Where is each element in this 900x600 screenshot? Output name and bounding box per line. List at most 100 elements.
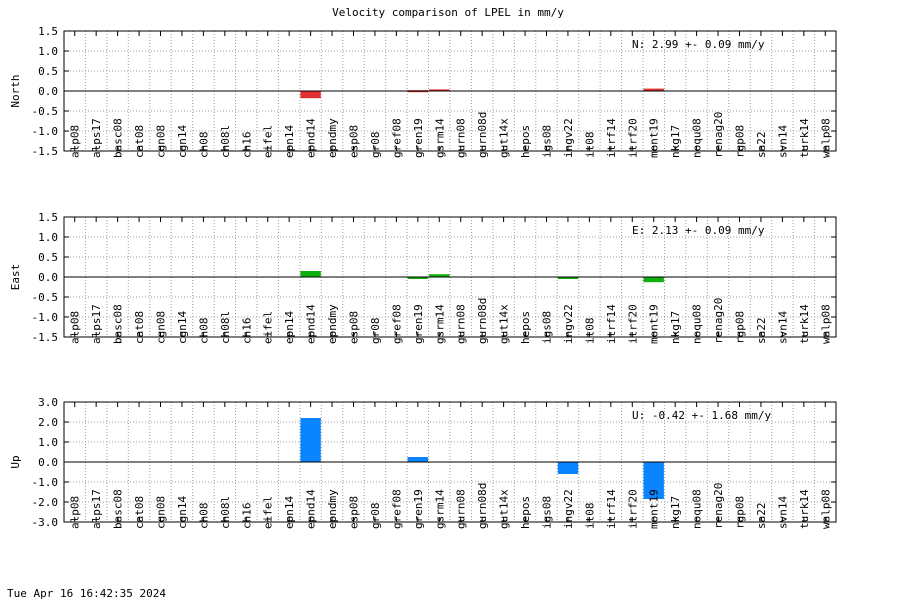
ytick-label: 0.0 (38, 85, 58, 98)
category-label: gurn08d (476, 483, 489, 529)
ytick-label: 0.5 (38, 65, 58, 78)
category-label: cgn14 (176, 311, 189, 344)
category-label: alp08 (69, 311, 82, 344)
category-label: ch08 (197, 132, 210, 159)
category-label: walp08 (819, 118, 832, 158)
category-label: gsrm14 (433, 118, 446, 158)
category-label: nkg17 (669, 496, 682, 529)
bar-epnd14 (300, 418, 321, 462)
category-label: alps17 (90, 304, 103, 344)
category-label: cat08 (133, 125, 146, 158)
bar-gsrm14 (429, 89, 450, 92)
bar-gren19 (407, 457, 428, 462)
bar-mont19 (643, 462, 664, 499)
category-label: epn14 (283, 311, 296, 344)
category-label: eifel (262, 125, 275, 158)
category-label: cgn14 (176, 125, 189, 158)
category-label: walp08 (819, 489, 832, 529)
bar-epnd14 (300, 271, 321, 277)
category-label: rgp08 (734, 311, 747, 344)
ytick-label: 1.0 (38, 231, 58, 244)
category-label: walp08 (819, 304, 832, 344)
category-label: cgn08 (155, 125, 168, 158)
ytick-label: 1.5 (38, 25, 58, 38)
timestamp-footer: Tue Apr 16 16:42:35 2024 (7, 587, 166, 600)
bar-gsrm14 (429, 274, 450, 277)
category-label: alp08 (69, 125, 82, 158)
category-label: it08 (583, 132, 596, 159)
category-label: gut14x (498, 118, 511, 158)
category-label: nkg17 (669, 311, 682, 344)
category-label: turk14 (798, 489, 811, 529)
category-label: gsrm14 (433, 489, 446, 529)
category-label: alp08 (69, 496, 82, 529)
category-label: epndmy (326, 489, 339, 529)
ytick-label: -0.5 (32, 291, 59, 304)
bar-ingv22 (557, 277, 579, 279)
category-label: noqu08 (691, 304, 704, 344)
category-label: gren19 (412, 118, 425, 158)
bar-epnd14 (300, 91, 321, 99)
panel-north: 1.5 1.0 0.5 0.0 -0.5 -1.0 -1.5 alp08 alps17 basc0… (9, 25, 837, 159)
category-label: itrf14 (605, 118, 618, 158)
ytick-label: 0.0 (38, 456, 58, 469)
category-label: epnd14 (305, 118, 318, 158)
category-label: gr08 (369, 503, 382, 530)
category-label: cgn14 (176, 496, 189, 529)
category-label: igs08 (541, 311, 554, 344)
panel-east: 1.5 1.0 0.5 0.0 -0.5 -1.0 -1.5 alp08 alps17 basc0… (9, 211, 837, 345)
category-label: eifel (262, 496, 275, 529)
category-label: gurn08 (455, 304, 468, 344)
category-label: gurn08 (455, 489, 468, 529)
stat-annotation: E: 2.13 +- 0.09 mm/y (632, 224, 765, 237)
category-label: igs08 (541, 125, 554, 158)
y-axis-label: North (9, 74, 22, 107)
y-axis-label: Up (9, 455, 22, 468)
category-label: epndmy (326, 118, 339, 158)
category-label: rgp08 (734, 125, 747, 158)
category-label: it08 (583, 503, 596, 530)
ytick-label: -2.0 (32, 496, 59, 509)
category-label: ingv22 (562, 118, 575, 158)
category-label: ch16 (240, 132, 253, 159)
category-label: gref08 (390, 489, 403, 529)
category-label: renag20 (712, 483, 725, 529)
category-label: mont19 (648, 304, 661, 344)
category-label: it08 (583, 318, 596, 345)
category-label: gref08 (390, 304, 403, 344)
y-axis-label: East (9, 264, 22, 291)
category-label: nkg17 (669, 125, 682, 158)
ytick-label: -1.5 (32, 145, 59, 158)
category-label: renag20 (712, 112, 725, 158)
category-label: gurn08d (476, 112, 489, 158)
stat-annotation: N: 2.99 +- 0.09 mm/y (632, 38, 765, 51)
ytick-label: 1.5 (38, 211, 58, 224)
category-label: svn14 (776, 496, 789, 529)
category-label: itrf20 (626, 304, 639, 344)
bar-mont19 (643, 277, 664, 283)
category-label: noqu08 (691, 118, 704, 158)
category-label: gut14x (498, 304, 511, 344)
bar-ingv22 (557, 462, 579, 474)
category-label: basc08 (112, 118, 125, 158)
category-label: epnd14 (305, 304, 318, 344)
category-label: ch08l (219, 125, 232, 158)
category-label: mont19 (648, 489, 661, 529)
category-label: cat08 (133, 496, 146, 529)
ytick-label: 2.0 (38, 416, 58, 429)
category-label: ingv22 (562, 304, 575, 344)
category-label: renag20 (712, 298, 725, 344)
stat-annotation: U: -0.42 +- 1.68 mm/y (632, 409, 771, 422)
category-label: sa22 (755, 132, 768, 159)
category-label: esp08 (348, 496, 361, 529)
category-label: epnd14 (305, 489, 318, 529)
category-label: ch08l (219, 496, 232, 529)
category-label: svn14 (776, 125, 789, 158)
category-label: cgn08 (155, 311, 168, 344)
category-label: itrf14 (605, 304, 618, 344)
chart-title: Velocity comparison of LPEL in mm/y (332, 6, 564, 19)
category-label: epndmy (326, 304, 339, 344)
category-label: ingv22 (562, 489, 575, 529)
ytick-label: -1.0 (32, 311, 59, 324)
